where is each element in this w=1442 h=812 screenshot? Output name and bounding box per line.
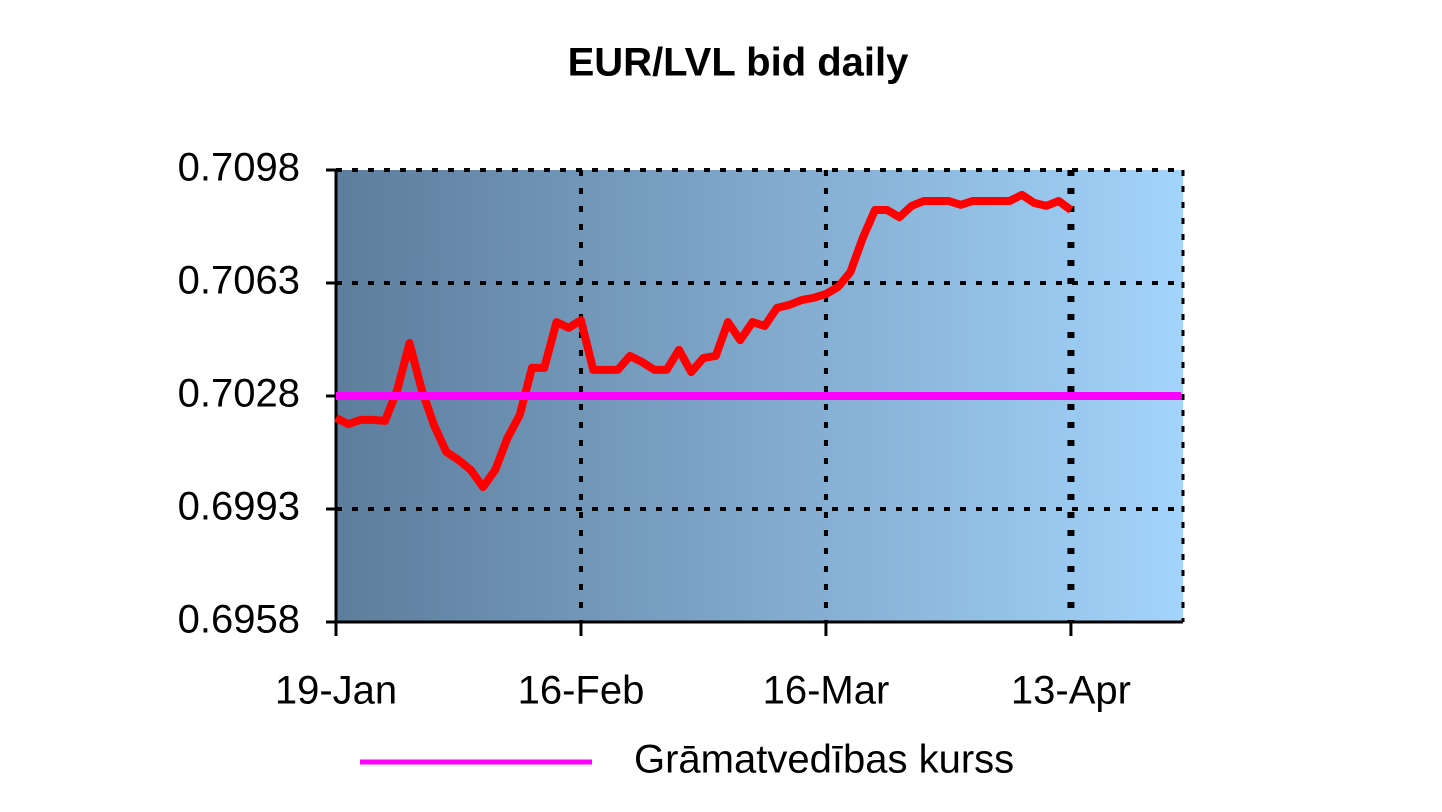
x-tick-label: 16-Mar	[763, 669, 890, 713]
y-tick-label: 0.7028	[178, 372, 300, 416]
y-tick-label: 0.7098	[178, 146, 300, 190]
data-line	[334, 190, 1074, 492]
y-tick-label: 0.6993	[178, 485, 300, 529]
x-tick-label: 16-Feb	[518, 669, 645, 713]
chart-title: EUR/LVL bid daily	[568, 41, 910, 85]
x-tick-label: 13-Apr	[1011, 669, 1131, 713]
x-tick-label: 19-Jan	[275, 669, 397, 713]
legend-label: Grāmatvedības kurss	[634, 738, 1014, 782]
y-tick-label: 0.6958	[178, 598, 300, 642]
y-tick-label: 0.7063	[178, 259, 300, 303]
